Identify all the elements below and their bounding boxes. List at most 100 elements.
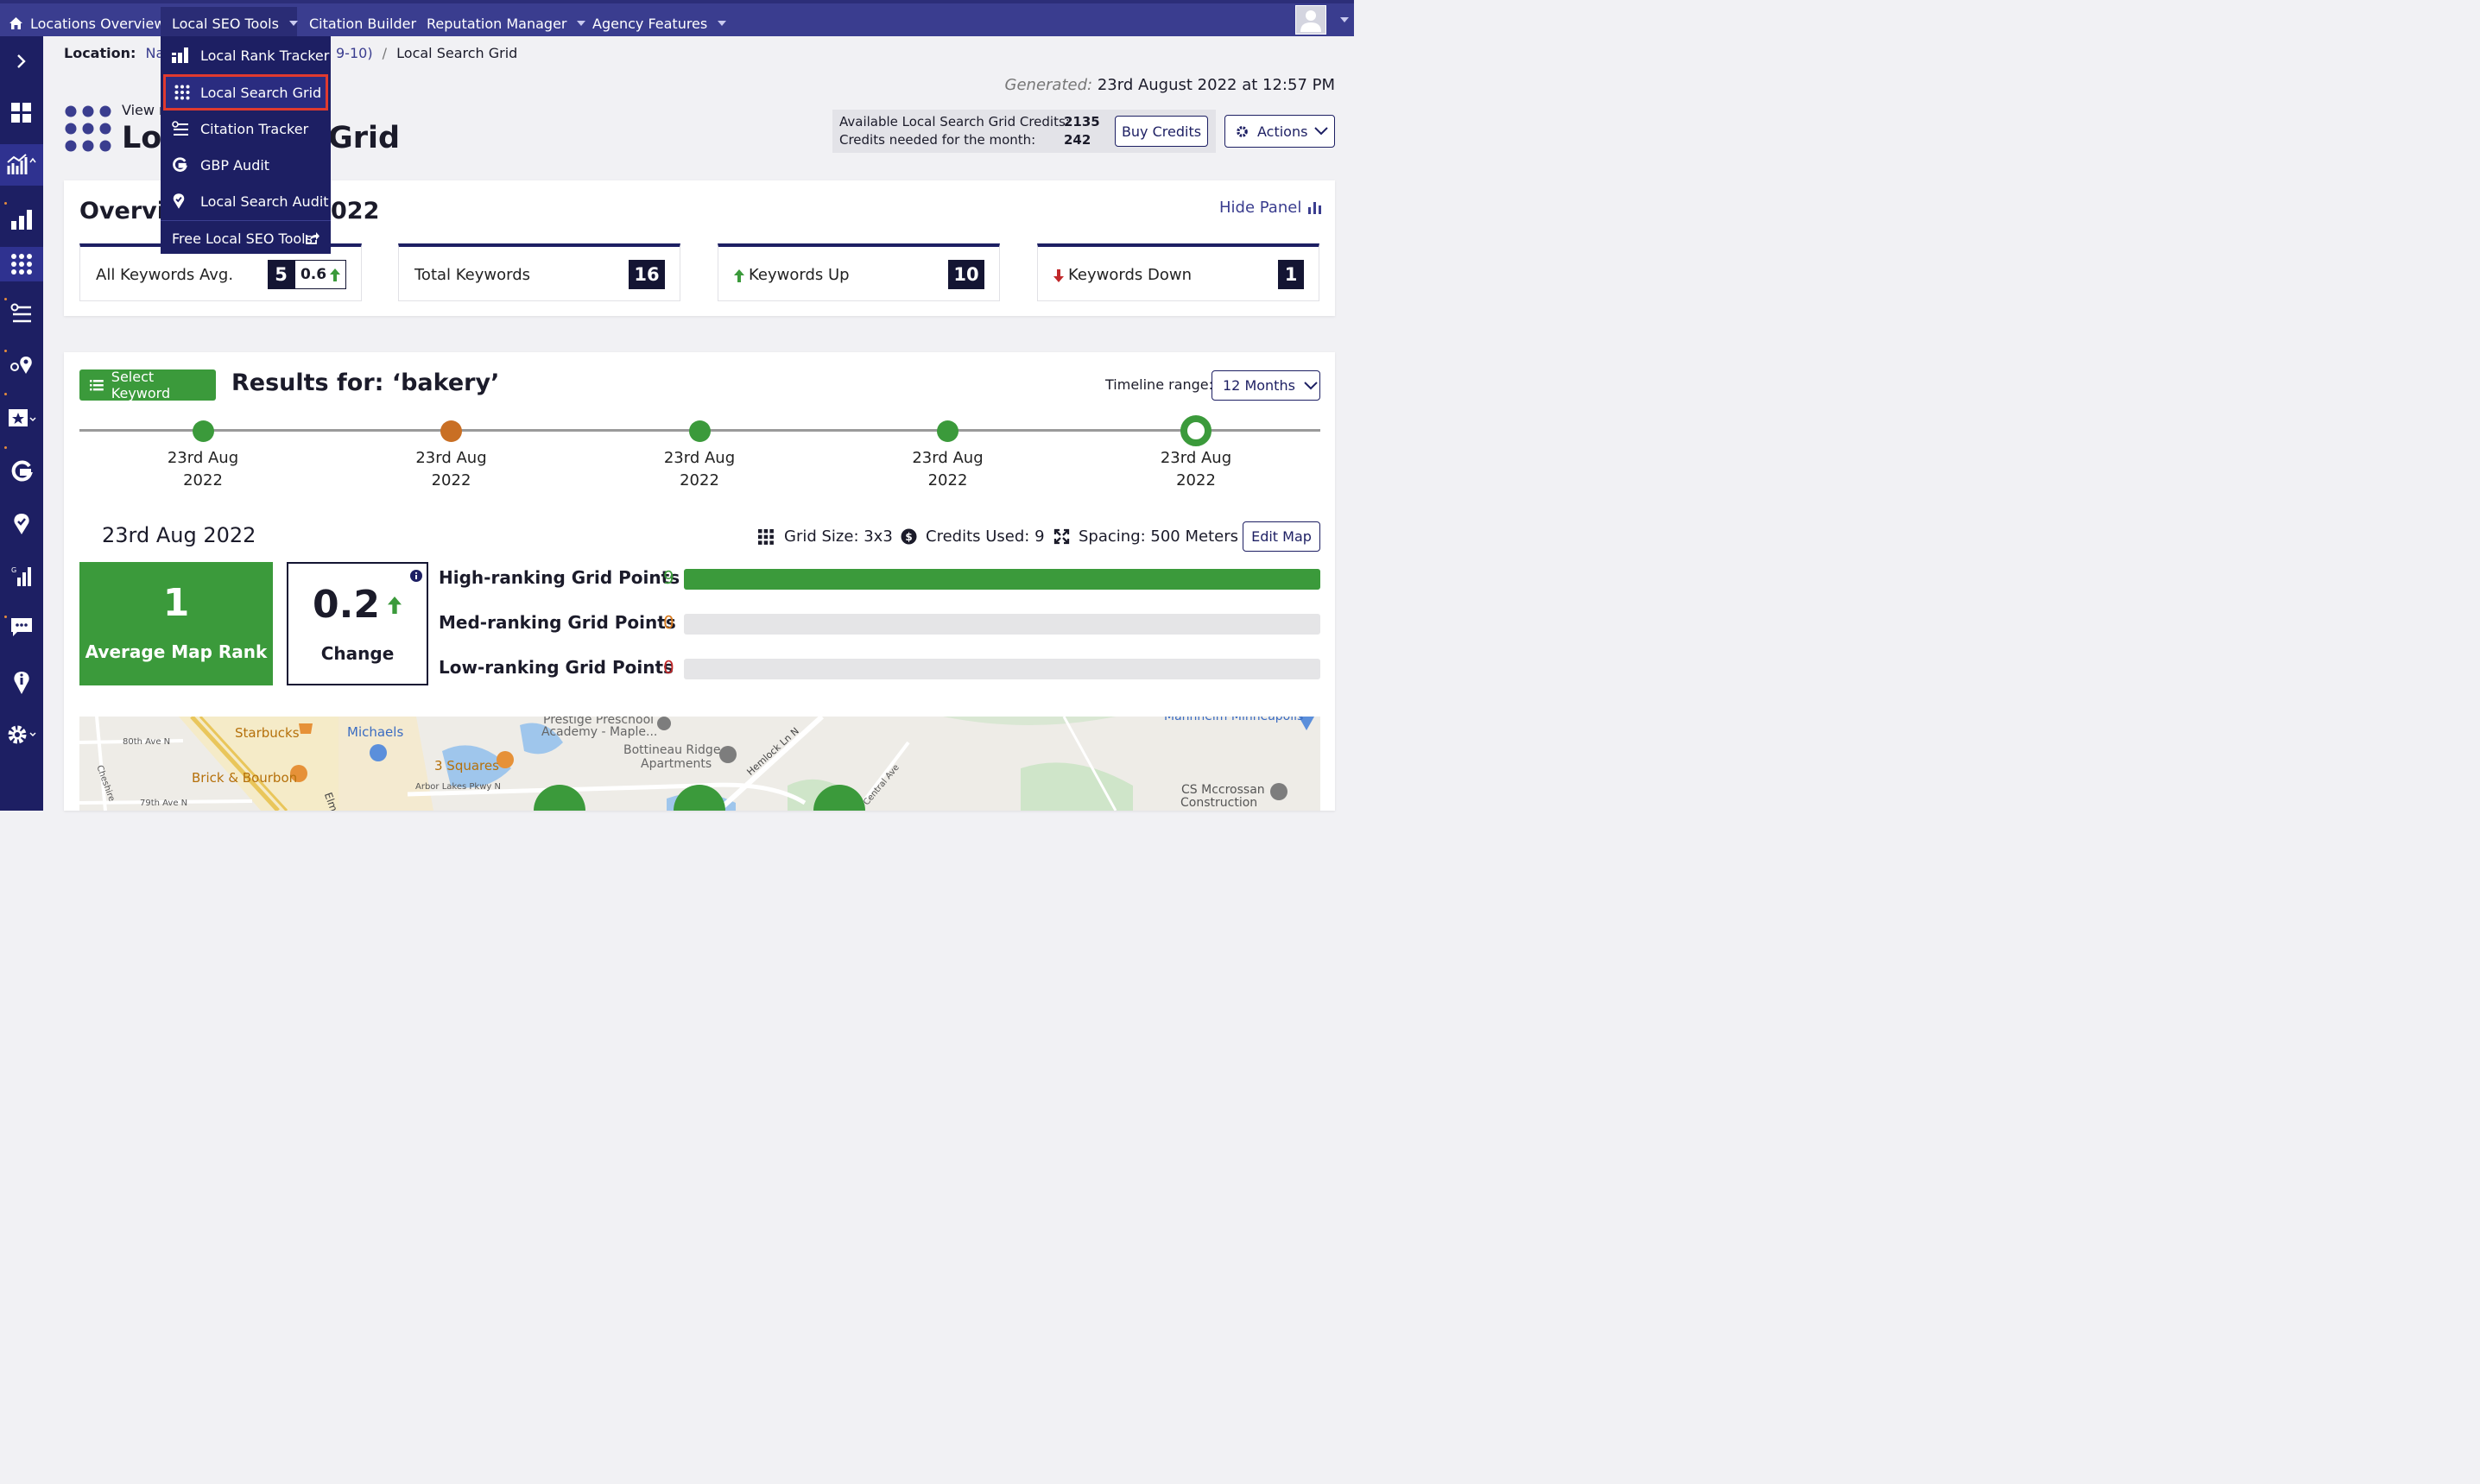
timeline-date-year: 2022 [927,471,968,489]
nav-reputation-manager[interactable]: Reputation Manager [427,7,586,40]
stat-value: 10 [948,260,984,289]
grid-size: Grid Size: 3x3 [758,527,893,546]
menu-item-label: Local Search Grid [200,84,322,101]
selected-date: 23rd Aug 2022 [102,523,256,547]
dashboard-icon [11,103,31,123]
timeline-point[interactable] [937,420,958,442]
arrow-up-icon [734,269,744,282]
needed-credits-value: 242 [1064,132,1091,148]
average-map-rank-value: 1 [162,581,190,625]
rank-chart-icon [7,154,36,174]
chat-icon [11,618,32,636]
menu-item-gbp-audit[interactable]: GBP Audit [161,148,331,182]
sidebar-item-reviews[interactable] [0,404,43,433]
info-icon[interactable] [410,570,422,582]
sidebar-item-settings[interactable] [0,720,43,749]
menu-item-local-search-audit[interactable]: Local Search Audit [161,184,331,218]
average-map-rank-card: 1 Average Map Rank [79,562,273,685]
sidebar-item-search-grid[interactable] [0,247,43,281]
map-label: Mannheim Minneapolis [1164,717,1304,723]
nav-label: Local SEO Tools [172,15,279,32]
breadcrumb-tail: 9-10) / Local Search Grid [336,45,517,61]
timeline-date-year: 2022 [431,471,471,489]
map-label: Brick & Bourbon [192,770,298,786]
hide-panel-button[interactable]: Hide Panel [1219,199,1322,217]
sidebar-item-locations[interactable] [0,350,43,380]
nav-label: Locations Overview [30,15,166,32]
sidebar-item-help[interactable] [0,668,43,698]
menu-item-local-search-grid[interactable]: Local Search Grid [163,74,328,111]
timeline-date[interactable]: 23rd Aug 2022 [656,447,743,492]
timeline-range-select[interactable]: 12 Months [1212,370,1320,401]
timeline-date[interactable]: 23rd Aug 2022 [160,447,246,492]
timeline-point[interactable] [1180,415,1212,446]
credits-used-value: Credits Used: 9 [926,527,1045,546]
available-credits-value: 2135 [1064,114,1100,129]
map-label: 3 Squares [434,758,499,774]
map-label: Starbucks [235,725,300,741]
pin-check-icon [14,514,29,534]
sidebar-item-gbp-insights[interactable]: G [0,561,43,590]
actions-label: Actions [1257,123,1308,140]
breadcrumb-separator: / [382,45,388,61]
menu-item-free-local-seo-tools[interactable]: Free Local SEO Tools [161,221,331,256]
sidebar-item-dashboard[interactable] [0,98,43,128]
coin-icon: $ [901,528,917,545]
average-map-rank-label: Average Map Rank [85,641,268,662]
sidebar-item-local-seo[interactable] [0,144,43,186]
needed-credits-label: Credits needed for the month: [839,132,1036,148]
chevron-down-icon [1314,127,1329,136]
timeline-date[interactable]: 23rd Aug 2022 [1153,447,1239,492]
map-canvas [79,717,1320,811]
notification-dot [4,298,7,300]
change-label: Change [320,643,395,664]
bar-chart-icon [1308,201,1322,214]
grid-points-label: Low-ranking Grid Points [439,657,674,678]
sidebar-item-citation-tracker[interactable] [0,299,43,328]
timeline-point[interactable] [440,420,462,442]
view-report-link[interactable]: View r [122,102,165,118]
timeline-point[interactable] [192,420,214,442]
buy-credits-button[interactable]: Buy Credits [1115,116,1208,147]
nav-citation-builder[interactable]: Citation Builder [309,7,416,40]
timeline-date[interactable]: 23rd Aug 2022 [408,447,495,492]
menu-item-local-rank-tracker[interactable]: Local Rank Tracker [161,38,331,73]
change-value: 0.2 [313,583,380,627]
sidebar-item-rank-tracker[interactable] [0,205,43,234]
stat-label: All Keywords Avg. [96,266,234,284]
timeline-date[interactable]: 23rd Aug 2022 [905,447,991,492]
nav-local-seo-tools[interactable]: Local SEO Tools [161,7,298,40]
chevron-down-icon [577,21,586,26]
timeline-date-day: 23rd Aug [1160,449,1232,467]
expand-sidebar-button[interactable] [0,47,43,76]
actions-button[interactable]: Actions [1224,115,1335,148]
arrow-up-icon [387,596,402,614]
edit-map-button[interactable]: Edit Map [1243,521,1320,552]
chevron-down-icon[interactable] [1340,17,1349,22]
map-view[interactable]: 80th Ave N Starbucks Michaels Prestige P… [79,717,1320,811]
menu-item-citation-tracker[interactable]: Citation Tracker [161,111,331,146]
sidebar-item-gbp-audit[interactable] [0,457,43,486]
notification-dot [4,393,7,395]
sidebar-item-search-audit[interactable] [0,509,43,539]
notification-dot [4,202,7,205]
generated-value: 23rd August 2022 at 12:57 PM [1097,76,1335,94]
sidebar-item-messages[interactable] [0,612,43,641]
avatar[interactable] [1295,5,1326,35]
select-keyword-button[interactable]: Select Keyword [79,369,216,401]
map-label: Academy - Maple... [541,725,658,739]
nav-label: Agency Features [592,15,708,32]
grid-dots-icon [174,85,190,100]
stat-keywords-down: Keywords Down 1 [1037,243,1319,301]
nav-agency-features[interactable]: Agency Features [592,7,727,40]
stat-label: Keywords Up [749,266,850,284]
menu-divider [161,220,331,221]
nav-locations-overview[interactable]: Locations Overview [9,7,165,40]
grid-size-value: Grid Size: 3x3 [784,527,893,546]
stat-keywords-up: Keywords Up 10 [718,243,1000,301]
hide-panel-label: Hide Panel [1219,199,1302,217]
chevron-right-icon [17,54,26,68]
map-pin-icon [10,357,32,374]
breadcrumb-location-link[interactable]: 9-10) [336,45,373,61]
timeline-point[interactable] [688,420,711,442]
